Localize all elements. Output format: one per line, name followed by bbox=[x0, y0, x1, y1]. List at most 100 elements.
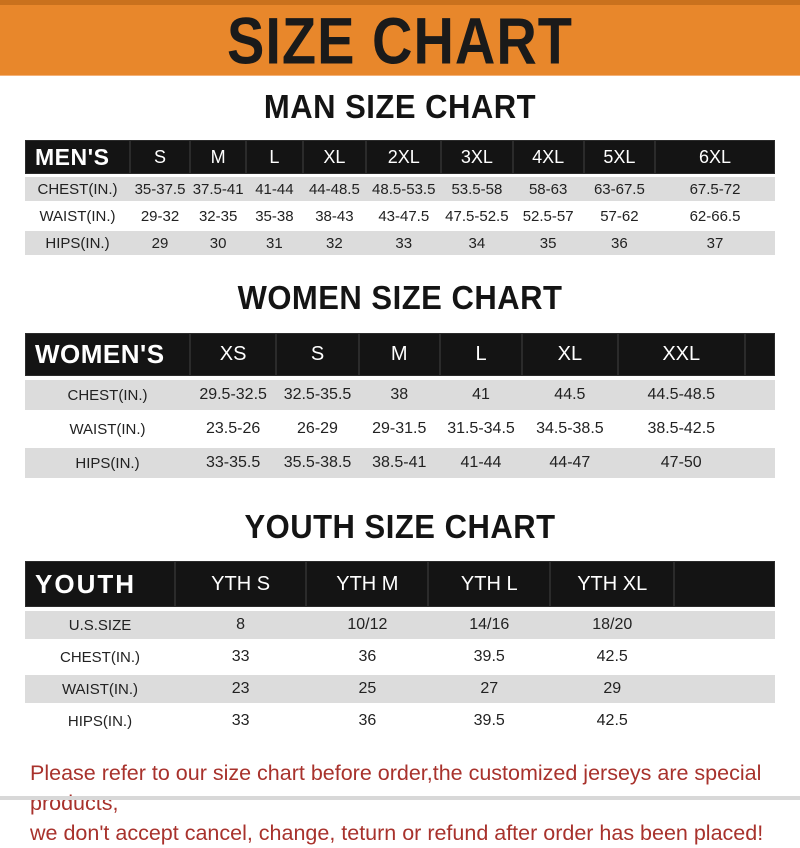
row-label: HIPS(IN.) bbox=[25, 444, 190, 478]
youth-section-heading: YOUTH SIZE CHART bbox=[244, 507, 556, 546]
table-row: WAIST(IN.) 23 25 27 29 bbox=[25, 671, 775, 705]
size-cell bbox=[745, 410, 775, 446]
row-label: HIPS(IN.) bbox=[25, 228, 130, 255]
size-cell: 38.5-41 bbox=[358, 444, 440, 478]
size-cell bbox=[674, 607, 775, 641]
footer-note-line1: Please refer to our size chart before or… bbox=[30, 761, 762, 815]
table-row: HIPS(IN.) 33 36 39.5 42.5 bbox=[25, 703, 775, 735]
row-label: CHEST(IN.) bbox=[25, 639, 175, 673]
size-cell: 29 bbox=[549, 671, 675, 705]
column-header bbox=[674, 561, 775, 609]
row-label: HIPS(IN.) bbox=[25, 703, 175, 735]
column-header: L bbox=[246, 140, 303, 176]
column-header: XS bbox=[190, 333, 277, 378]
size-cell: 52.5-57 bbox=[512, 201, 584, 230]
table-row: WAIST(IN.) 23.5-26 26-29 29-31.5 31.5-34.5 34… bbox=[25, 410, 775, 446]
size-cell: 53.5-58 bbox=[441, 174, 513, 203]
women-section-heading: WOMEN SIZE CHART bbox=[237, 278, 563, 317]
column-header: 2XL bbox=[366, 140, 442, 176]
size-cell bbox=[674, 671, 775, 705]
size-cell: 25 bbox=[306, 671, 429, 705]
size-cell: 29-31.5 bbox=[358, 410, 440, 446]
size-cell: 57-62 bbox=[583, 201, 655, 230]
size-cell: 36 bbox=[583, 228, 655, 255]
column-header: 6XL bbox=[655, 140, 775, 176]
column-header: M bbox=[190, 140, 247, 176]
size-cell: 63-67.5 bbox=[583, 174, 655, 203]
size-cell: 44-47 bbox=[522, 444, 618, 478]
column-header: YTH S bbox=[175, 561, 307, 609]
size-cell: 62-66.5 bbox=[655, 201, 775, 230]
size-cell: 44.5 bbox=[522, 376, 618, 412]
size-cell: 41 bbox=[439, 376, 523, 412]
size-cell: 36 bbox=[306, 703, 429, 735]
size-cell: 47-50 bbox=[617, 444, 745, 478]
size-cell: 38-43 bbox=[302, 201, 367, 230]
size-cell: 34.5-38.5 bbox=[522, 410, 618, 446]
size-cell: 32 bbox=[302, 228, 367, 255]
column-header: XL bbox=[302, 140, 367, 176]
row-label: WAIST(IN.) bbox=[25, 410, 190, 446]
row-label: CHEST(IN.) bbox=[25, 174, 130, 203]
size-cell: 44-48.5 bbox=[302, 174, 367, 203]
size-cell: 31.5-34.5 bbox=[439, 410, 523, 446]
size-cell: 39.5 bbox=[428, 703, 550, 735]
footer-note-line2: we don't accept cancel, change, teturn o… bbox=[30, 821, 764, 845]
size-table-header-row: WOMEN'S XS S M L XL XXL bbox=[25, 333, 775, 378]
row-label: WAIST(IN.) bbox=[25, 671, 175, 705]
size-cell: 35.5-38.5 bbox=[276, 444, 359, 478]
size-cell: 41-44 bbox=[439, 444, 523, 478]
size-cell: 8 bbox=[175, 607, 307, 641]
footer-note: Please refer to our size chart before or… bbox=[30, 758, 800, 848]
table-row: HIPS(IN.) 29 30 31 32 33 34 35 36 37 bbox=[25, 228, 775, 255]
size-cell: 39.5 bbox=[428, 639, 550, 673]
size-cell: 38 bbox=[358, 376, 440, 412]
size-cell: 42.5 bbox=[549, 639, 675, 673]
size-cell: 26-29 bbox=[276, 410, 359, 446]
size-table-header-row: MEN'S S M L XL 2XL 3XL 4XL 5XL 6XL bbox=[25, 140, 775, 176]
men-section-heading: MAN SIZE CHART bbox=[263, 87, 537, 126]
size-cell: 29 bbox=[130, 228, 190, 255]
size-cell bbox=[674, 639, 775, 673]
women-size-table: WOMEN'S XS S M L XL XXL CHEST(IN.) 29.5-32.5 32.5… bbox=[25, 333, 775, 478]
column-header: S bbox=[130, 140, 190, 176]
size-cell: 41-44 bbox=[246, 174, 303, 203]
size-cell: 37 bbox=[655, 228, 775, 255]
column-header: YTH XL bbox=[549, 561, 675, 609]
column-header: YTH M bbox=[306, 561, 429, 609]
size-cell: 34 bbox=[441, 228, 513, 255]
table-row: U.S.SIZE 8 10/12 14/16 18/20 bbox=[25, 607, 775, 641]
size-cell: 67.5-72 bbox=[655, 174, 775, 203]
size-cell: 43-47.5 bbox=[366, 201, 442, 230]
size-cell bbox=[745, 444, 775, 478]
size-cell: 36 bbox=[306, 639, 429, 673]
size-cell: 27 bbox=[428, 671, 550, 705]
row-label: CHEST(IN.) bbox=[25, 376, 190, 412]
size-cell: 32.5-35.5 bbox=[276, 376, 359, 412]
table-row: WAIST(IN.) 29-32 32-35 35-38 38-43 43-47.5 47.… bbox=[25, 201, 775, 230]
size-cell: 33 bbox=[175, 639, 307, 673]
page-title: SIZE CHART bbox=[227, 2, 573, 78]
size-cell: 37.5-41 bbox=[190, 174, 247, 203]
column-header: 4XL bbox=[512, 140, 584, 176]
table-row: CHEST(IN.) 35-37.5 37.5-41 41-44 44-48.5 48.5… bbox=[25, 174, 775, 203]
table-row: HIPS(IN.) 33-35.5 35.5-38.5 38.5-41 41-44 44-… bbox=[25, 444, 775, 478]
table-corner-label: WOMEN'S bbox=[25, 333, 190, 378]
row-label: WAIST(IN.) bbox=[25, 201, 130, 230]
youth-size-table: YOUTH YTH S YTH M YTH L YTH XL U.S.SIZE 8 10/12… bbox=[25, 561, 775, 735]
size-cell: 10/12 bbox=[306, 607, 429, 641]
size-cell: 29-32 bbox=[130, 201, 190, 230]
size-cell bbox=[745, 376, 775, 412]
size-cell: 32-35 bbox=[190, 201, 247, 230]
size-cell bbox=[674, 703, 775, 735]
size-cell: 18/20 bbox=[549, 607, 675, 641]
column-header: XXL bbox=[617, 333, 745, 378]
size-cell: 44.5-48.5 bbox=[617, 376, 745, 412]
table-corner-label: MEN'S bbox=[25, 140, 130, 176]
size-cell: 33 bbox=[175, 703, 307, 735]
column-header bbox=[745, 333, 775, 378]
table-row: CHEST(IN.) 29.5-32.5 32.5-35.5 38 41 44.5 44.5… bbox=[25, 376, 775, 412]
column-header: S bbox=[276, 333, 359, 378]
column-header: L bbox=[439, 333, 523, 378]
size-cell: 47.5-52.5 bbox=[441, 201, 513, 230]
